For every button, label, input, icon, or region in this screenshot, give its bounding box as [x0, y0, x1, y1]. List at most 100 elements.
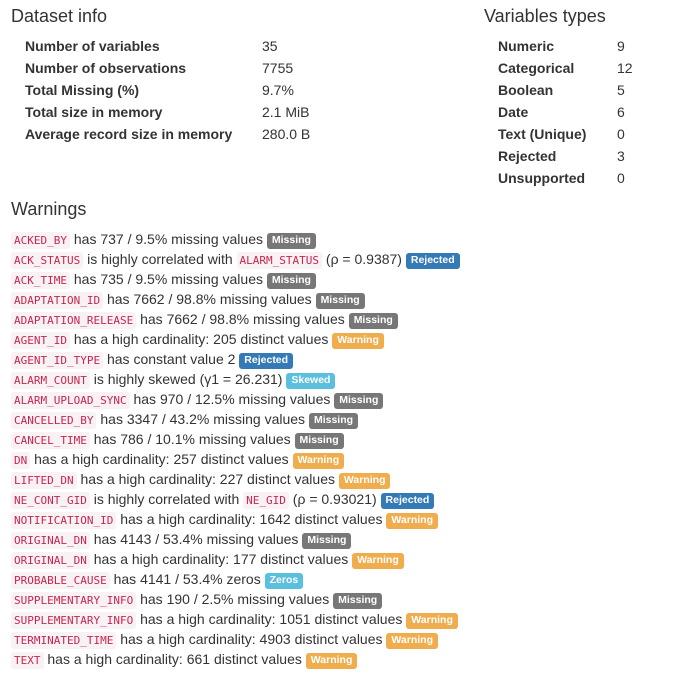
- variable-name[interactable]: NOTIFICATION_ID: [11, 512, 117, 529]
- warning-text: has constant value 2: [106, 351, 236, 367]
- dataset-info-table: Number of variables 35 Number of observati…: [25, 35, 310, 145]
- warning-badge: Rejected: [405, 253, 460, 269]
- variable-type-row-value: 0: [617, 170, 625, 186]
- warning-row: TEXT has a high cardinality: 661 distinc…: [11, 649, 460, 669]
- variables-types-title: Variables types: [484, 6, 606, 26]
- dataset-info-row-label: Average record size in memory: [25, 126, 233, 142]
- variable-name[interactable]: TEXT: [11, 652, 44, 669]
- variable-type-row: Date 6: [498, 101, 633, 123]
- warning-text: has 3347 / 43.2% missing values: [100, 411, 306, 427]
- variable-name[interactable]: ALARM_UPLOAD_SYNC: [11, 392, 130, 409]
- variable-name[interactable]: AGENT_ID: [11, 332, 70, 349]
- warning-badge: Warning: [332, 333, 384, 349]
- variable-name[interactable]: CANCEL_TIME: [11, 432, 90, 449]
- warning-badge: Missing: [333, 593, 383, 609]
- variable-type-row: Boolean 5: [498, 79, 633, 101]
- correlated-variable-name[interactable]: ALARM_STATUS: [236, 252, 323, 269]
- warning-text: has a high cardinality: 1051 distinct va…: [140, 611, 403, 627]
- warning-text: has a high cardinality: 661 distinct val…: [47, 651, 302, 667]
- variable-name[interactable]: ADAPTATION_ID: [11, 292, 104, 309]
- warning-row: LIFTED_DN has a high cardinality: 227 di…: [11, 469, 460, 489]
- variable-type-row-value: 6: [617, 104, 625, 120]
- variable-name[interactable]: SUPPLEMENTARY_INFO: [11, 592, 137, 609]
- variable-type-row: Unsupported 0: [498, 167, 633, 189]
- variable-name[interactable]: DN: [11, 452, 31, 469]
- warning-row: AGENT_ID_TYPE has constant value 2 Rejec…: [11, 349, 460, 369]
- warning-badge: Missing: [294, 433, 344, 449]
- warning-row: ACK_TIME has 735 / 9.5% missing values M…: [11, 269, 460, 289]
- variable-name[interactable]: LIFTED_DN: [11, 472, 77, 489]
- variable-type-row-label: Rejected: [498, 148, 557, 164]
- variable-name[interactable]: ACK_TIME: [11, 272, 70, 289]
- warning-row: CANCELLED_BY has 3347 / 43.2% missing va…: [11, 409, 460, 429]
- warning-badge: Warning: [352, 553, 404, 569]
- dataset-info-title: Dataset info: [11, 6, 108, 26]
- warning-badge: Skewed: [286, 373, 336, 389]
- warning-badge: Rejected: [380, 493, 435, 509]
- dataset-info-row: Average record size in memory 280.0 B: [25, 123, 310, 145]
- warning-text: has 7662 / 98.8% missing values: [106, 291, 312, 307]
- warning-badge: Warning: [305, 653, 358, 669]
- variable-name[interactable]: ADAPTATION_RELEASE: [11, 312, 137, 329]
- variable-name[interactable]: ACK_STATUS: [11, 252, 84, 269]
- dataset-info-row-label: Total Missing (%): [25, 82, 140, 98]
- variable-type-row-value: 0: [617, 126, 625, 142]
- warning-badge: Missing: [302, 533, 352, 549]
- warning-row: SUPPLEMENTARY_INFO has 190 / 2.5% missin…: [11, 589, 460, 609]
- warning-row: ALARM_COUNT is highly skewed (γ1 = 26.23…: [11, 369, 460, 389]
- dataset-info-row-value: 9.7%: [262, 82, 294, 98]
- warning-badge: Missing: [334, 393, 384, 409]
- warnings-list: ACKED_BY has 737 / 9.5% missing values M…: [11, 229, 460, 669]
- variable-type-row-value: 9: [617, 38, 625, 54]
- variable-type-row-value: 5: [617, 82, 625, 98]
- warning-badge: Missing: [266, 233, 316, 249]
- warning-text: has a high cardinality: 205 distinct val…: [73, 331, 329, 347]
- variable-type-row-label: Date: [498, 104, 529, 120]
- warning-row: AGENT_ID has a high cardinality: 205 dis…: [11, 329, 460, 349]
- warning-text: is highly skewed (γ1 = 26.231): [93, 371, 283, 387]
- warning-text: has 4141 / 53.4% zeros: [113, 571, 261, 587]
- warning-text: has 735 / 9.5% missing values: [73, 271, 263, 287]
- dataset-info-row: Number of variables 35: [25, 35, 310, 57]
- warning-row: ORIGINAL_DN has 4143 / 53.4% missing val…: [11, 529, 460, 549]
- warning-badge: Warning: [386, 633, 439, 649]
- warning-row: ACK_STATUS is highly correlated with ALA…: [11, 249, 460, 269]
- warning-row: ORIGINAL_DN has a high cardinality: 177 …: [11, 549, 460, 569]
- correlation-text: (ρ = 0.93021): [292, 491, 377, 507]
- dataset-info-row: Total size in memory 2.1 MiB: [25, 101, 310, 123]
- dataset-info-row-label: Total size in memory: [25, 104, 163, 120]
- dataset-info-row-value: 280.0 B: [262, 126, 311, 142]
- variable-type-row-value: 3: [617, 148, 625, 164]
- warning-text: has 7662 / 98.8% missing values: [140, 311, 345, 327]
- correlated-variable-name[interactable]: NE_GID: [243, 492, 289, 509]
- variable-name[interactable]: ALARM_COUNT: [11, 372, 90, 389]
- dataset-info-row-label: Number of observations: [25, 60, 187, 76]
- dataset-info-row-value: 35: [262, 38, 278, 54]
- warning-text: has a high cardinality: 257 distinct val…: [34, 451, 289, 467]
- warning-text: has a high cardinality: 4903 distinct va…: [120, 631, 383, 647]
- variable-type-row-label: Text (Unique): [498, 126, 587, 142]
- warning-text: has 190 / 2.5% missing values: [140, 591, 330, 607]
- variable-name[interactable]: AGENT_ID_TYPE: [11, 352, 104, 369]
- warning-row: PROBABLE_CAUSE has 4141 / 53.4% zeros Ze…: [11, 569, 460, 589]
- variable-name[interactable]: TERMINATED_TIME: [11, 632, 117, 649]
- warning-row: ADAPTATION_RELEASE has 7662 / 98.8% miss…: [11, 309, 460, 329]
- warning-text: is highly correlated with: [93, 491, 240, 507]
- variable-name[interactable]: PROBABLE_CAUSE: [11, 572, 110, 589]
- variable-type-row: Numeric 9: [498, 35, 633, 57]
- variable-name[interactable]: ORIGINAL_DN: [11, 552, 90, 569]
- variable-name[interactable]: SUPPLEMENTARY_INFO: [11, 612, 137, 629]
- variable-name[interactable]: ACKED_BY: [11, 232, 70, 249]
- variable-name[interactable]: ORIGINAL_DN: [11, 532, 90, 549]
- warning-row: NE_CONT_GID is highly correlated with NE…: [11, 489, 460, 509]
- warning-text: has a high cardinality: 227 distinct val…: [80, 471, 335, 487]
- variable-name[interactable]: NE_CONT_GID: [11, 492, 90, 509]
- variable-type-row-label: Unsupported: [498, 170, 586, 186]
- warning-badge: Warning: [338, 473, 391, 489]
- warning-text: is highly correlated with: [87, 251, 233, 267]
- warning-text: has 786 / 10.1% missing values: [93, 431, 291, 447]
- warning-text: has 737 / 9.5% missing values: [73, 231, 263, 247]
- variable-name[interactable]: CANCELLED_BY: [11, 412, 97, 429]
- variable-type-row-value: 12: [617, 60, 633, 76]
- warnings-title: Warnings: [11, 199, 87, 219]
